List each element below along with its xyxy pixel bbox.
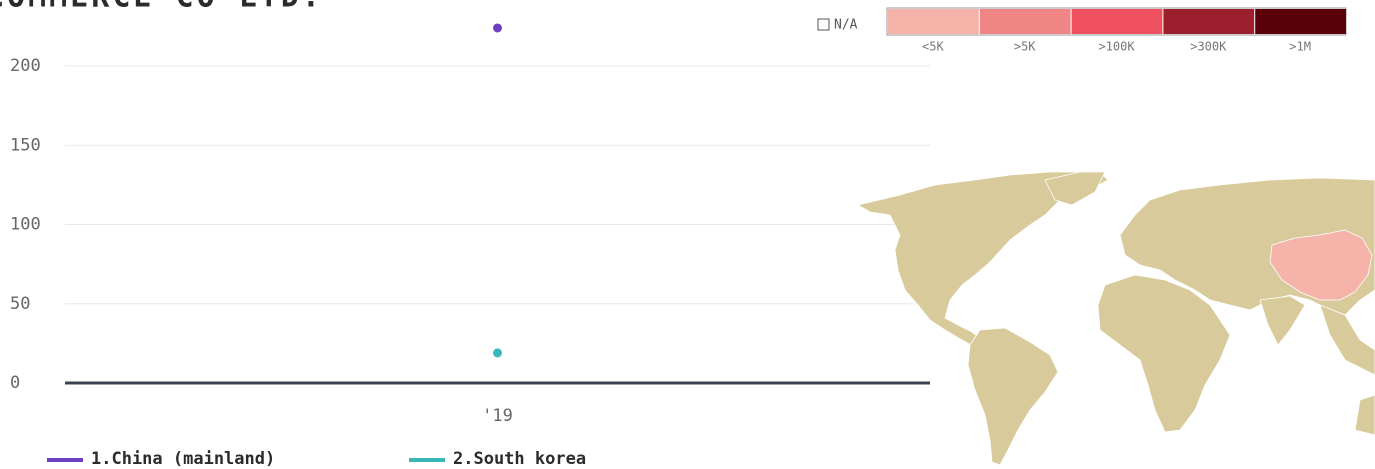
legend-label: 2.South korea [453,449,586,469]
map-legend-bin [1071,9,1163,34]
greenland [1044,171,1106,206]
data-point [492,22,503,34]
na-swatch [817,18,830,31]
map-legend-bin [979,9,1071,34]
southeast-asia [1319,304,1375,376]
map-legend-label: >5K [1014,40,1036,54]
na-label: N/A [834,18,858,33]
south-america [967,327,1059,466]
data-point [492,347,503,359]
africa [1097,274,1231,433]
y-tick-label: 150 [10,135,41,155]
world-map [856,171,1375,466]
x-tick-label: '19 [482,406,513,426]
india [1259,295,1306,346]
map-legend-label: <5K [922,40,944,54]
y-tick-label: 200 [10,56,41,76]
legend-label: 1.China (mainland) [91,449,275,469]
north-america [856,171,1109,351]
map-legend-label: >300K [1190,40,1227,54]
australia [1354,394,1375,436]
map-legend-bin [888,9,979,34]
map-legend-label: >1M [1289,40,1311,54]
map-legend-bin [1255,9,1346,34]
y-tick-label: 100 [10,215,41,235]
china [1269,229,1373,301]
y-tick-label: 0 [10,373,20,393]
map-legend-label: >100K [1098,40,1135,54]
y-tick-label: 50 [10,294,30,314]
map-legend-bin [1163,9,1255,34]
page-title: COMMERCE CO LTD. [0,0,323,15]
